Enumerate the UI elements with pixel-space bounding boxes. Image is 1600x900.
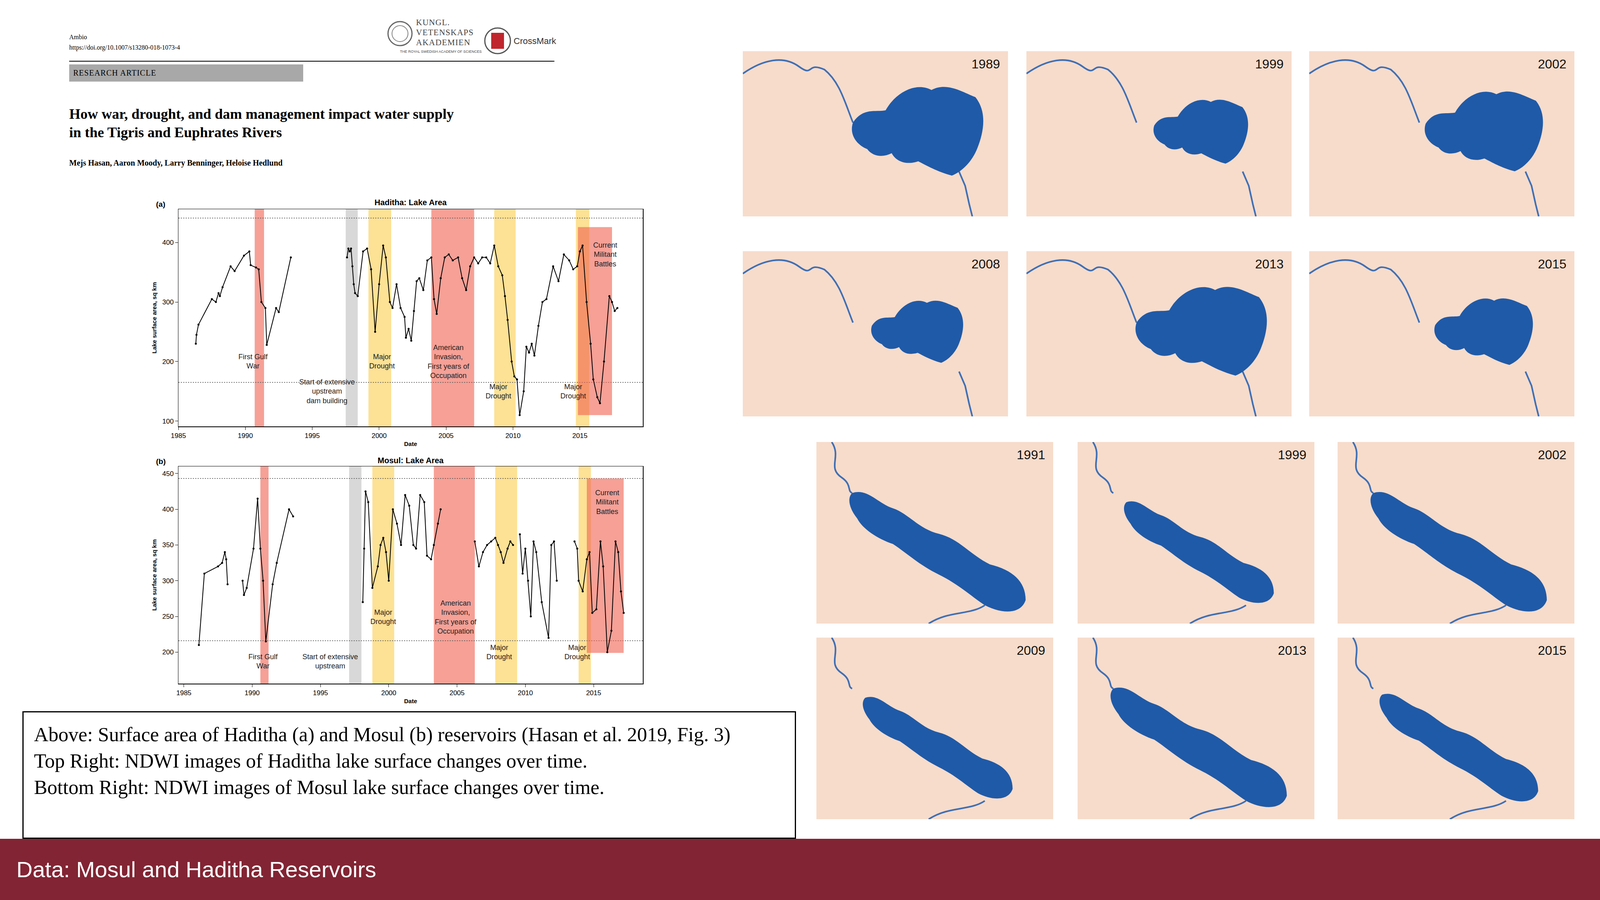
svg-text:2005: 2005	[438, 432, 454, 440]
svg-text:MajorDrought: MajorDrought	[486, 643, 512, 661]
html-text:1989: 1989	[971, 56, 1000, 72]
svg-text:Start of extensiveupstream: Start of extensiveupstream	[302, 652, 358, 670]
html-text:1999: 1999	[1255, 56, 1284, 72]
html-text:Data: Mosul and Haditha Reserv: Data: Mosul and Haditha Reservoirs	[16, 856, 377, 882]
svg-text:2000: 2000	[381, 689, 397, 697]
html-text:1999: 1999	[1277, 447, 1307, 462]
svg-text:1995: 1995	[312, 689, 328, 697]
html-text:Mejs Hasan, Aaron Moody, Larry: Mejs Hasan, Aaron Moody, Larry Benninger…	[69, 158, 283, 168]
html-text:Above: Surface area of Haditha: Above: Surface area of Haditha (a) and M…	[34, 723, 731, 746]
html-text:https://doi.org/10.1007/s13280: https://doi.org/10.1007/s13280-018-1073-…	[69, 44, 180, 51]
svg-text:Haditha: Lake Area: Haditha: Lake Area	[374, 198, 447, 207]
html-text:1991: 1991	[1016, 447, 1046, 462]
html-text:CrossMark: CrossMark	[513, 36, 557, 46]
svg-text:400: 400	[162, 505, 174, 514]
svg-text:MajorDrought: MajorDrought	[564, 643, 590, 661]
svg-text:Lake surface area, sq km: Lake surface area, sq km	[150, 539, 158, 611]
svg-text:MajorDrought: MajorDrought	[369, 352, 395, 370]
svg-text:(a): (a)	[156, 200, 166, 209]
svg-text:CurrentMilitantBattles: CurrentMilitantBattles	[595, 488, 620, 516]
svg-text:First GulfWar: First GulfWar	[248, 652, 278, 670]
html-text:RESEARCH ARTICLE: RESEARCH ARTICLE	[73, 68, 157, 78]
svg-text:450: 450	[162, 470, 174, 478]
html-text:2015: 2015	[1537, 256, 1567, 272]
svg-text:Date: Date	[404, 440, 418, 448]
svg-text:100: 100	[162, 417, 174, 426]
svg-text:1995: 1995	[304, 432, 320, 440]
svg-text:300: 300	[162, 298, 174, 306]
svg-text:2015: 2015	[572, 432, 588, 440]
svg-text:1985: 1985	[176, 689, 192, 697]
html-text:2013: 2013	[1277, 643, 1307, 658]
svg-text:400: 400	[162, 238, 174, 247]
html-text:How war, drought, and dam mana: How war, drought, and dam management imp…	[69, 106, 454, 122]
svg-text:2015: 2015	[586, 689, 602, 697]
svg-text:Lake surface area, sq km: Lake surface area, sq km	[150, 282, 158, 354]
html-text:Ambio: Ambio	[69, 33, 87, 41]
svg-text:300: 300	[162, 577, 174, 585]
html-text:2009: 2009	[1016, 643, 1046, 658]
svg-text:(b): (b)	[156, 457, 166, 466]
svg-text:2000: 2000	[371, 432, 387, 440]
svg-text:Start of extensiveupstreamdam: Start of extensiveupstreamdam building	[299, 378, 355, 405]
html-text:Bottom Right: NDWI images of M: Bottom Right: NDWI images of Mosul lake …	[34, 776, 605, 799]
svg-text:2010: 2010	[505, 432, 521, 440]
svg-text:First GulfWar: First GulfWar	[238, 352, 268, 370]
html-text:AKADEMIEN: AKADEMIEN	[416, 37, 471, 48]
html-text:2002: 2002	[1537, 447, 1567, 462]
svg-text:MajorDrought: MajorDrought	[485, 382, 512, 400]
html-text:THE ROYAL SWEDISH ACADEMY OF S: THE ROYAL SWEDISH ACADEMY OF SCIENCES	[400, 49, 482, 54]
svg-text:2010: 2010	[517, 689, 533, 697]
svg-text:1990: 1990	[237, 432, 253, 440]
html-text:VETENSKAPS: VETENSKAPS	[416, 27, 474, 38]
svg-text:200: 200	[162, 358, 174, 366]
svg-text:200: 200	[162, 648, 174, 656]
svg-text:1990: 1990	[244, 689, 260, 697]
svg-text:Date: Date	[404, 697, 418, 705]
html-text:2013: 2013	[1255, 256, 1284, 272]
svg-text:350: 350	[162, 541, 174, 549]
svg-text:250: 250	[162, 612, 174, 621]
svg-text:CurrentMilitantBattles: CurrentMilitantBattles	[593, 241, 618, 268]
svg-text:MajorDrought: MajorDrought	[560, 382, 586, 400]
html-text:Top Right: NDWI images of Hadi: Top Right: NDWI images of Haditha lake s…	[34, 749, 588, 772]
html-text:2015: 2015	[1537, 643, 1567, 658]
html-text:in the Tigris and Euphrates Ri: in the Tigris and Euphrates Rivers	[69, 124, 282, 141]
svg-text:1985: 1985	[170, 432, 186, 440]
svg-text:AmericanInvasion,First years o: AmericanInvasion,First years ofOccupatio…	[434, 599, 477, 636]
svg-text:MajorDrought: MajorDrought	[370, 608, 396, 626]
svg-text:2005: 2005	[449, 689, 465, 697]
svg-text:Mosul: Lake Area: Mosul: Lake Area	[377, 456, 444, 465]
html-text:2008: 2008	[971, 256, 1000, 272]
svg-text:AmericanInvasion,First years o: AmericanInvasion,First years ofOccupatio…	[427, 343, 470, 380]
html-text:2002: 2002	[1537, 56, 1567, 72]
html-text:KUNGL.: KUNGL.	[416, 17, 450, 28]
